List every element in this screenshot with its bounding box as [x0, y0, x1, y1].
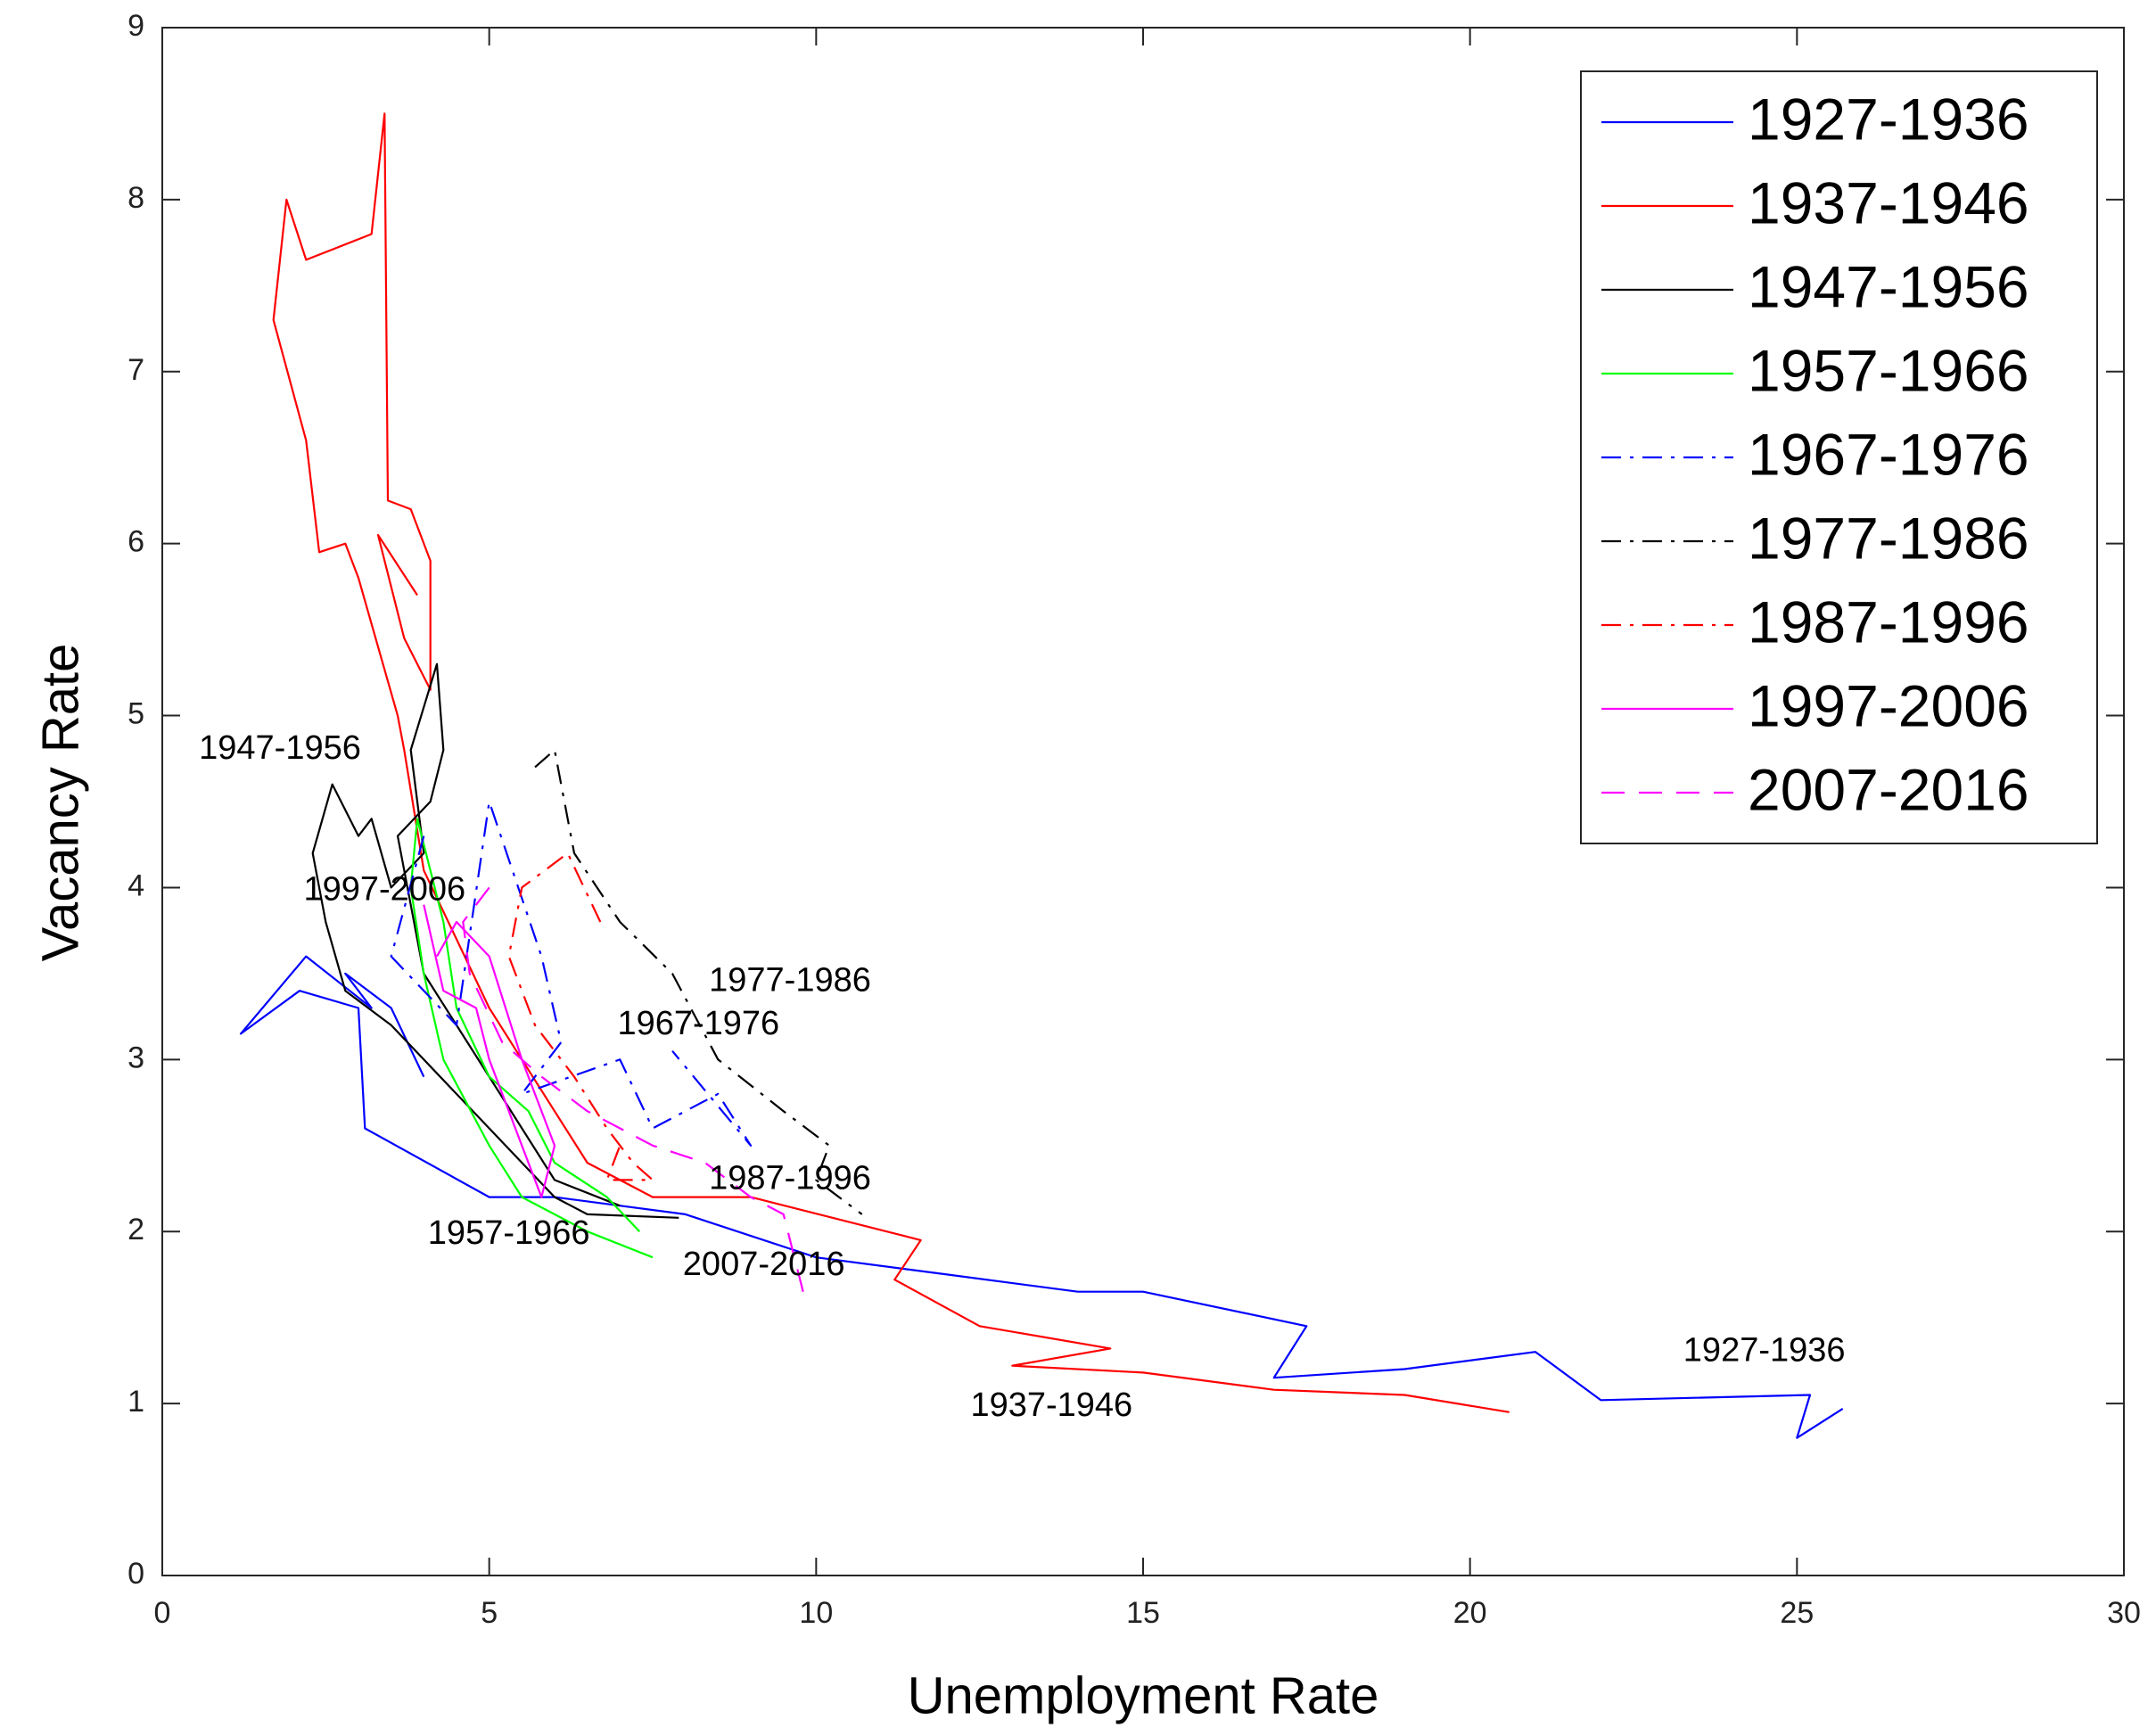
x-axis-label: Unemployment Rate — [908, 1666, 1379, 1724]
y-tick-label: 3 — [128, 1041, 144, 1074]
y-tick-label: 9 — [128, 9, 144, 43]
y-tick-label: 5 — [128, 697, 144, 731]
legend: 1927-1936 1937-1946 1947-1956 1957-1966 1967… — [1580, 70, 2098, 844]
series-line — [507, 852, 654, 1181]
x-tick-label: 15 — [1126, 1596, 1160, 1630]
legend-label: 2007-2016 — [1748, 756, 2029, 822]
annotation: 2007-2016 — [683, 1246, 845, 1283]
legend-label: 1947-1956 — [1748, 253, 2029, 319]
annotation: 1967-1976 — [617, 1005, 779, 1042]
y-tick-label: 7 — [128, 353, 144, 387]
series-line — [239, 955, 1844, 1439]
x-tick-label: 5 — [481, 1596, 498, 1630]
axes-box — [161, 27, 2125, 1576]
series-line — [390, 800, 753, 1147]
y-tick-label: 6 — [128, 525, 144, 559]
y-tick-label: 0 — [128, 1557, 144, 1591]
legend-label: 1977-1986 — [1748, 505, 2029, 571]
annotation: 1977-1986 — [709, 962, 871, 1000]
series-line — [311, 662, 679, 1219]
series-line — [534, 749, 863, 1215]
x-tick-label: 0 — [154, 1596, 171, 1630]
annotation: 1947-1956 — [199, 729, 361, 767]
x-tick-label: 25 — [1780, 1596, 1814, 1630]
series-line — [272, 112, 1510, 1413]
legend-label: 1927-1936 — [1748, 86, 2029, 152]
y-tick-label: 4 — [128, 868, 144, 902]
legend-label: 1957-1966 — [1748, 337, 2029, 403]
annotation: 1987-1996 — [709, 1159, 871, 1197]
y-tick-label: 2 — [128, 1213, 144, 1246]
annotation: 1997-2006 — [303, 870, 465, 908]
legend-label: 1967-1976 — [1748, 421, 2029, 487]
x-tick-label: 30 — [2107, 1596, 2141, 1630]
annotation: 1957-1966 — [428, 1214, 590, 1252]
series-line — [409, 818, 654, 1259]
legend-label: 1937-1946 — [1748, 169, 2029, 235]
legend-label: 1997-2006 — [1748, 672, 2029, 738]
y-tick-label: 8 — [128, 181, 144, 215]
legend-box — [1580, 70, 2098, 844]
y-tick-label: 1 — [128, 1385, 144, 1419]
series-line — [462, 886, 804, 1292]
series-line — [423, 904, 556, 1198]
annotation: 1927-1936 — [1683, 1331, 1846, 1369]
x-tick-label: 10 — [799, 1596, 833, 1630]
y-axis-label: Vacancy Rate — [31, 644, 89, 962]
annotation: 1937-1946 — [970, 1386, 1132, 1424]
legend-label: 1987-1996 — [1748, 588, 2029, 654]
x-tick-label: 20 — [1453, 1596, 1487, 1630]
